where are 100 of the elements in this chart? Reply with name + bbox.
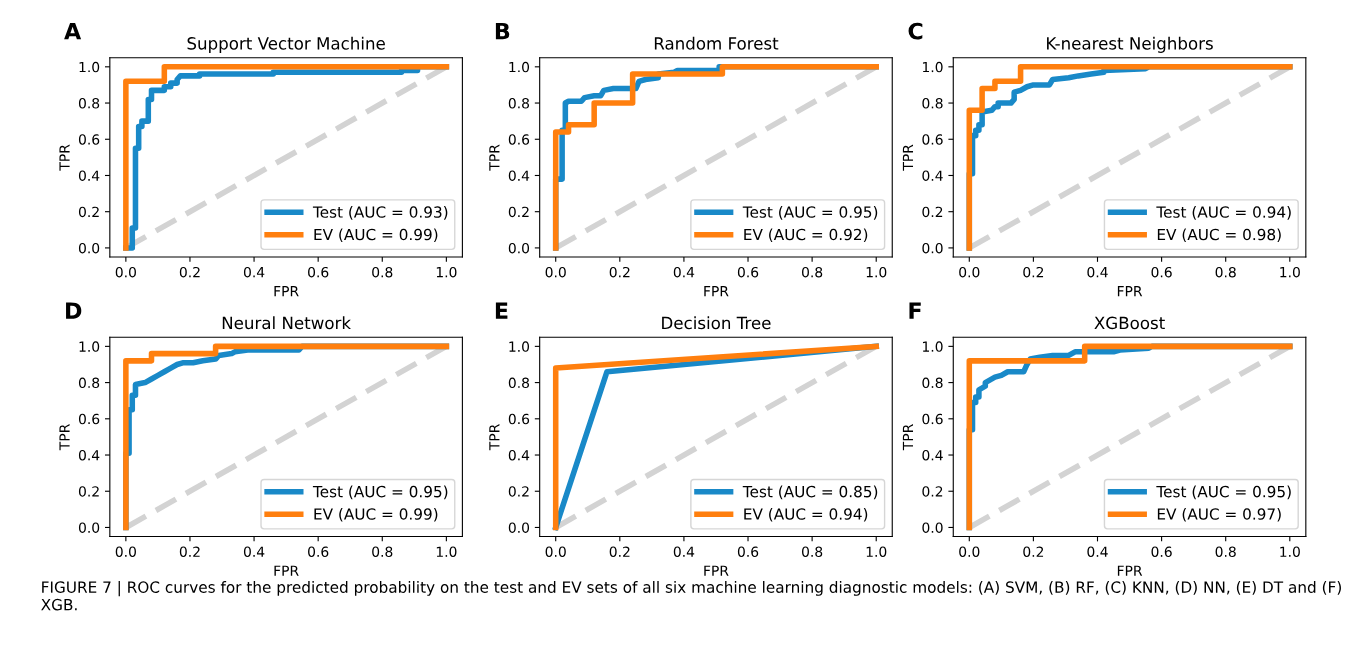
x-tick-label: 0.2 — [1023, 546, 1044, 557]
legend-label: EV (AUC = 0.97) — [1157, 507, 1281, 522]
chart-title: Random Forest — [654, 36, 779, 50]
x-tick-label: 0.4 — [243, 266, 265, 278]
y-tick-label: 0.0 — [922, 522, 943, 533]
x-tick-label: 0.6 — [1151, 546, 1172, 557]
caption: FIGURE 7 | ROC curves for the predicted probability on the test and EV sets of all six machine learning diagnostic models: (A) SVM, (B) RF, (C) KNN, (D) NN, (E) DT and (F) XGB. — [41, 581, 1341, 611]
y-tick-label: 0.6 — [78, 413, 100, 425]
y-tick-label: 0.2 — [922, 206, 943, 218]
chart-title: XGBoost — [1094, 316, 1165, 330]
x-axis-title: FPR — [274, 565, 299, 576]
x-axis-title: FPR — [704, 286, 729, 297]
x-tick-label: 0.4 — [1087, 266, 1108, 278]
chart-title: Support Vector Machine — [187, 36, 385, 53]
x-tick-label: 0.8 — [1215, 546, 1236, 557]
y-tick-label: 0.8 — [78, 98, 100, 109]
legend-label: Test (AUC = 0.85) — [742, 485, 878, 500]
legend-label: EV (AUC = 0.99) — [314, 507, 438, 522]
x-tick-label: 0.0 — [959, 546, 980, 557]
legend-label: Test (AUC = 0.95) — [312, 485, 448, 500]
y-tick-label: 0.2 — [508, 206, 529, 218]
legend-label: Test (AUC = 0.94) — [1156, 206, 1291, 220]
x-tick-label: 1.0 — [1280, 546, 1300, 557]
y-tick-label: 0.4 — [78, 170, 100, 181]
x-tick-label: 0.6 — [737, 546, 759, 557]
text: B — [495, 23, 510, 40]
y-tick-label: 0.8 — [508, 377, 530, 389]
chart-title: Neural Network — [222, 316, 351, 330]
y-tick-label: 1.0 — [922, 61, 943, 73]
x-tick-label: 0.0 — [115, 266, 136, 278]
y-tick-label: 0.2 — [922, 486, 943, 497]
y-tick-label: 1.0 — [509, 341, 530, 352]
y-tick-label: 0.0 — [508, 522, 530, 533]
y-tick-label: 0.0 — [508, 242, 530, 254]
x-tick-label: 0.2 — [1023, 266, 1044, 278]
x-tick-label: 0.2 — [609, 546, 630, 557]
x-tick-label: 0.2 — [609, 266, 630, 278]
y-tick-label: 0.8 — [508, 98, 530, 109]
chart-title: Decision Tree — [662, 316, 771, 330]
y-tick-label: 1.0 — [79, 61, 100, 73]
text: D — [66, 302, 82, 319]
x-tick-label: 0.2 — [179, 266, 200, 278]
x-tick-label: 0.8 — [372, 546, 393, 557]
y-tick-label: 0.4 — [922, 449, 943, 461]
x-tick-label: 0.8 — [372, 266, 393, 278]
x-tick-label: 0.0 — [545, 266, 566, 278]
x-tick-label: 1.0 — [436, 266, 457, 278]
y-tick-label: 1.0 — [922, 341, 943, 352]
text: E — [495, 302, 508, 319]
x-tick-label: 0.6 — [1151, 266, 1172, 278]
x-tick-label: 0.6 — [737, 266, 759, 278]
legend-label: EV (AUC = 0.99) — [314, 228, 438, 243]
y-tick-label: 1.0 — [79, 341, 100, 352]
x-tick-label: 0.8 — [801, 266, 823, 278]
x-tick-label: 0.2 — [179, 546, 200, 557]
x-tick-label: 0.4 — [673, 266, 695, 278]
legend-label: Test (AUC = 0.95) — [742, 206, 878, 220]
x-tick-label: 0.0 — [115, 546, 136, 557]
legend-label: EV (AUC = 0.92) — [744, 228, 868, 243]
x-tick-label: 1.0 — [866, 266, 887, 278]
x-axis-title: FPR — [274, 286, 299, 297]
x-tick-label: 0.4 — [243, 546, 265, 557]
chart-title: K-nearest Neighbors — [1047, 36, 1213, 53]
x-tick-label: 0.6 — [308, 546, 329, 557]
text: A — [64, 23, 82, 40]
x-tick-label: 1.0 — [1280, 266, 1300, 278]
y-tick-label: 0.6 — [922, 413, 943, 425]
y-axis-title: TPR — [59, 424, 70, 451]
legend-label: Test (AUC = 0.95) — [1156, 485, 1291, 500]
y-tick-label: 0.4 — [508, 449, 530, 461]
x-axis-title: FPR — [1117, 565, 1143, 576]
y-tick-label: 0.4 — [508, 170, 530, 181]
y-axis-title: TPR — [902, 144, 914, 171]
x-tick-label: 0.8 — [1215, 266, 1236, 278]
legend-label: EV (AUC = 0.94) — [744, 507, 868, 522]
x-tick-label: 0.0 — [545, 546, 566, 557]
y-tick-label: 0.6 — [922, 134, 943, 145]
y-tick-label: 1.0 — [509, 61, 530, 73]
x-axis-title: FPR — [704, 565, 729, 576]
text: F — [909, 302, 921, 319]
x-tick-label: 0.6 — [308, 266, 329, 278]
y-tick-label: 0.2 — [78, 486, 99, 497]
y-tick-label: 0.8 — [922, 98, 943, 109]
x-tick-label: 1.0 — [436, 546, 457, 557]
y-axis-title: TPR — [59, 144, 70, 171]
y-axis-title: TPR — [489, 144, 500, 171]
y-tick-label: 0.0 — [922, 242, 943, 254]
y-tick-label: 0.4 — [922, 170, 943, 181]
y-tick-label: 0.2 — [508, 486, 529, 497]
y-tick-label: 0.0 — [78, 522, 100, 533]
y-tick-label: 0.8 — [922, 377, 943, 389]
y-tick-label: 0.2 — [78, 206, 99, 218]
y-axis-title: TPR — [489, 424, 500, 451]
y-tick-label: 0.4 — [78, 449, 100, 461]
x-tick-label: 1.0 — [866, 546, 887, 557]
y-tick-label: 0.6 — [78, 134, 100, 145]
x-tick-label: 0.4 — [1087, 546, 1108, 557]
y-tick-label: 0.6 — [508, 413, 530, 425]
y-tick-label: 0.0 — [78, 242, 100, 254]
x-tick-label: 0.8 — [801, 546, 823, 557]
